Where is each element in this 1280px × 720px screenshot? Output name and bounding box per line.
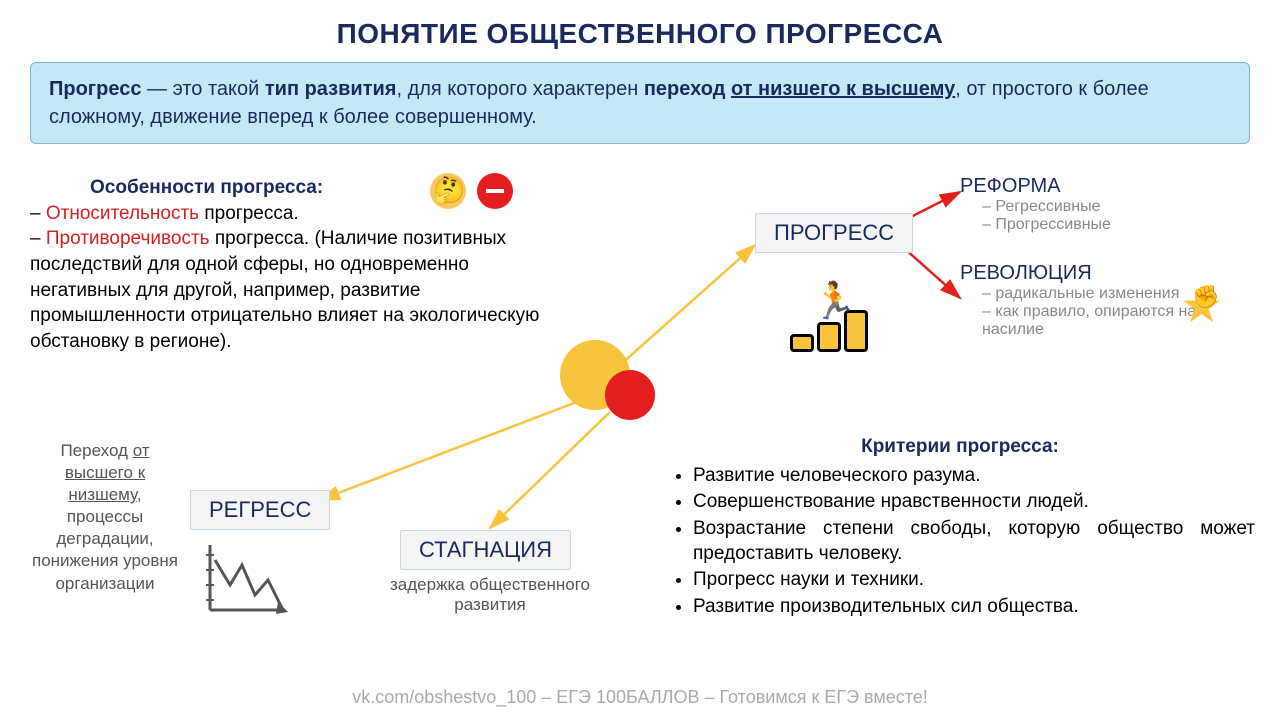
stagnation-description: задержка общественного развития [360,575,620,615]
minus-icon [477,173,513,209]
node-stagnation: СТАГНАЦИЯ [400,530,571,570]
def-under: от низшего к высшему [731,78,955,100]
reform-sub1: Регрессивные [960,198,1260,216]
def-term: Прогресс [49,78,141,100]
criteria-title: Критерии прогресса: [665,435,1255,460]
reform-sub2: Прогрессивные [960,216,1260,234]
person-icon: 🏃 [812,280,857,322]
features-icons [430,173,513,217]
star-fist-icon: ★ [1180,278,1223,334]
criteria-item: Развитие производительных сил общества. [693,595,1255,620]
footer-text: vk.com/obshestvo_100 – ЕГЭ 100БАЛЛОВ – Г… [0,687,1280,708]
feature-item-2: – Противоречивость прогресса. (Наличие п… [30,226,540,354]
chart-down-icon [200,540,290,620]
criteria-item: Прогресс науки и техники. [693,568,1255,593]
criteria-item: Совершенствование нравственности людей. [693,490,1255,515]
thinking-icon [430,173,466,209]
def-text: — это такой [141,78,264,100]
node-progress: ПРОГРЕСС [755,213,913,253]
branch-reform: РЕФОРМА [960,175,1260,198]
def-bold1: тип развития [265,78,397,100]
criteria-item: Развитие человеческого разума. [693,464,1255,489]
stairs-icon: 🏃 [790,310,871,352]
circle-red-icon [605,370,655,420]
features-block: Особенности прогресса: – Относительность… [30,175,540,354]
definition-box: Прогресс — это такой тип развития, для к… [30,62,1250,144]
regress-description: Переход от высшего к низшему, процессы д… [30,440,180,595]
criteria-block: Критерии прогресса: Развитие человеческо… [665,435,1255,622]
def-mid: , для которого характерен [396,78,643,100]
page-title: ПОНЯТИЕ ОБЩЕСТВЕННОГО ПРОГРЕССА [0,0,1280,62]
def-bold2: переход [644,78,731,100]
criteria-item: Возрастание степени свободы, которую общ… [693,517,1255,566]
node-regress: РЕГРЕСС [190,490,330,530]
